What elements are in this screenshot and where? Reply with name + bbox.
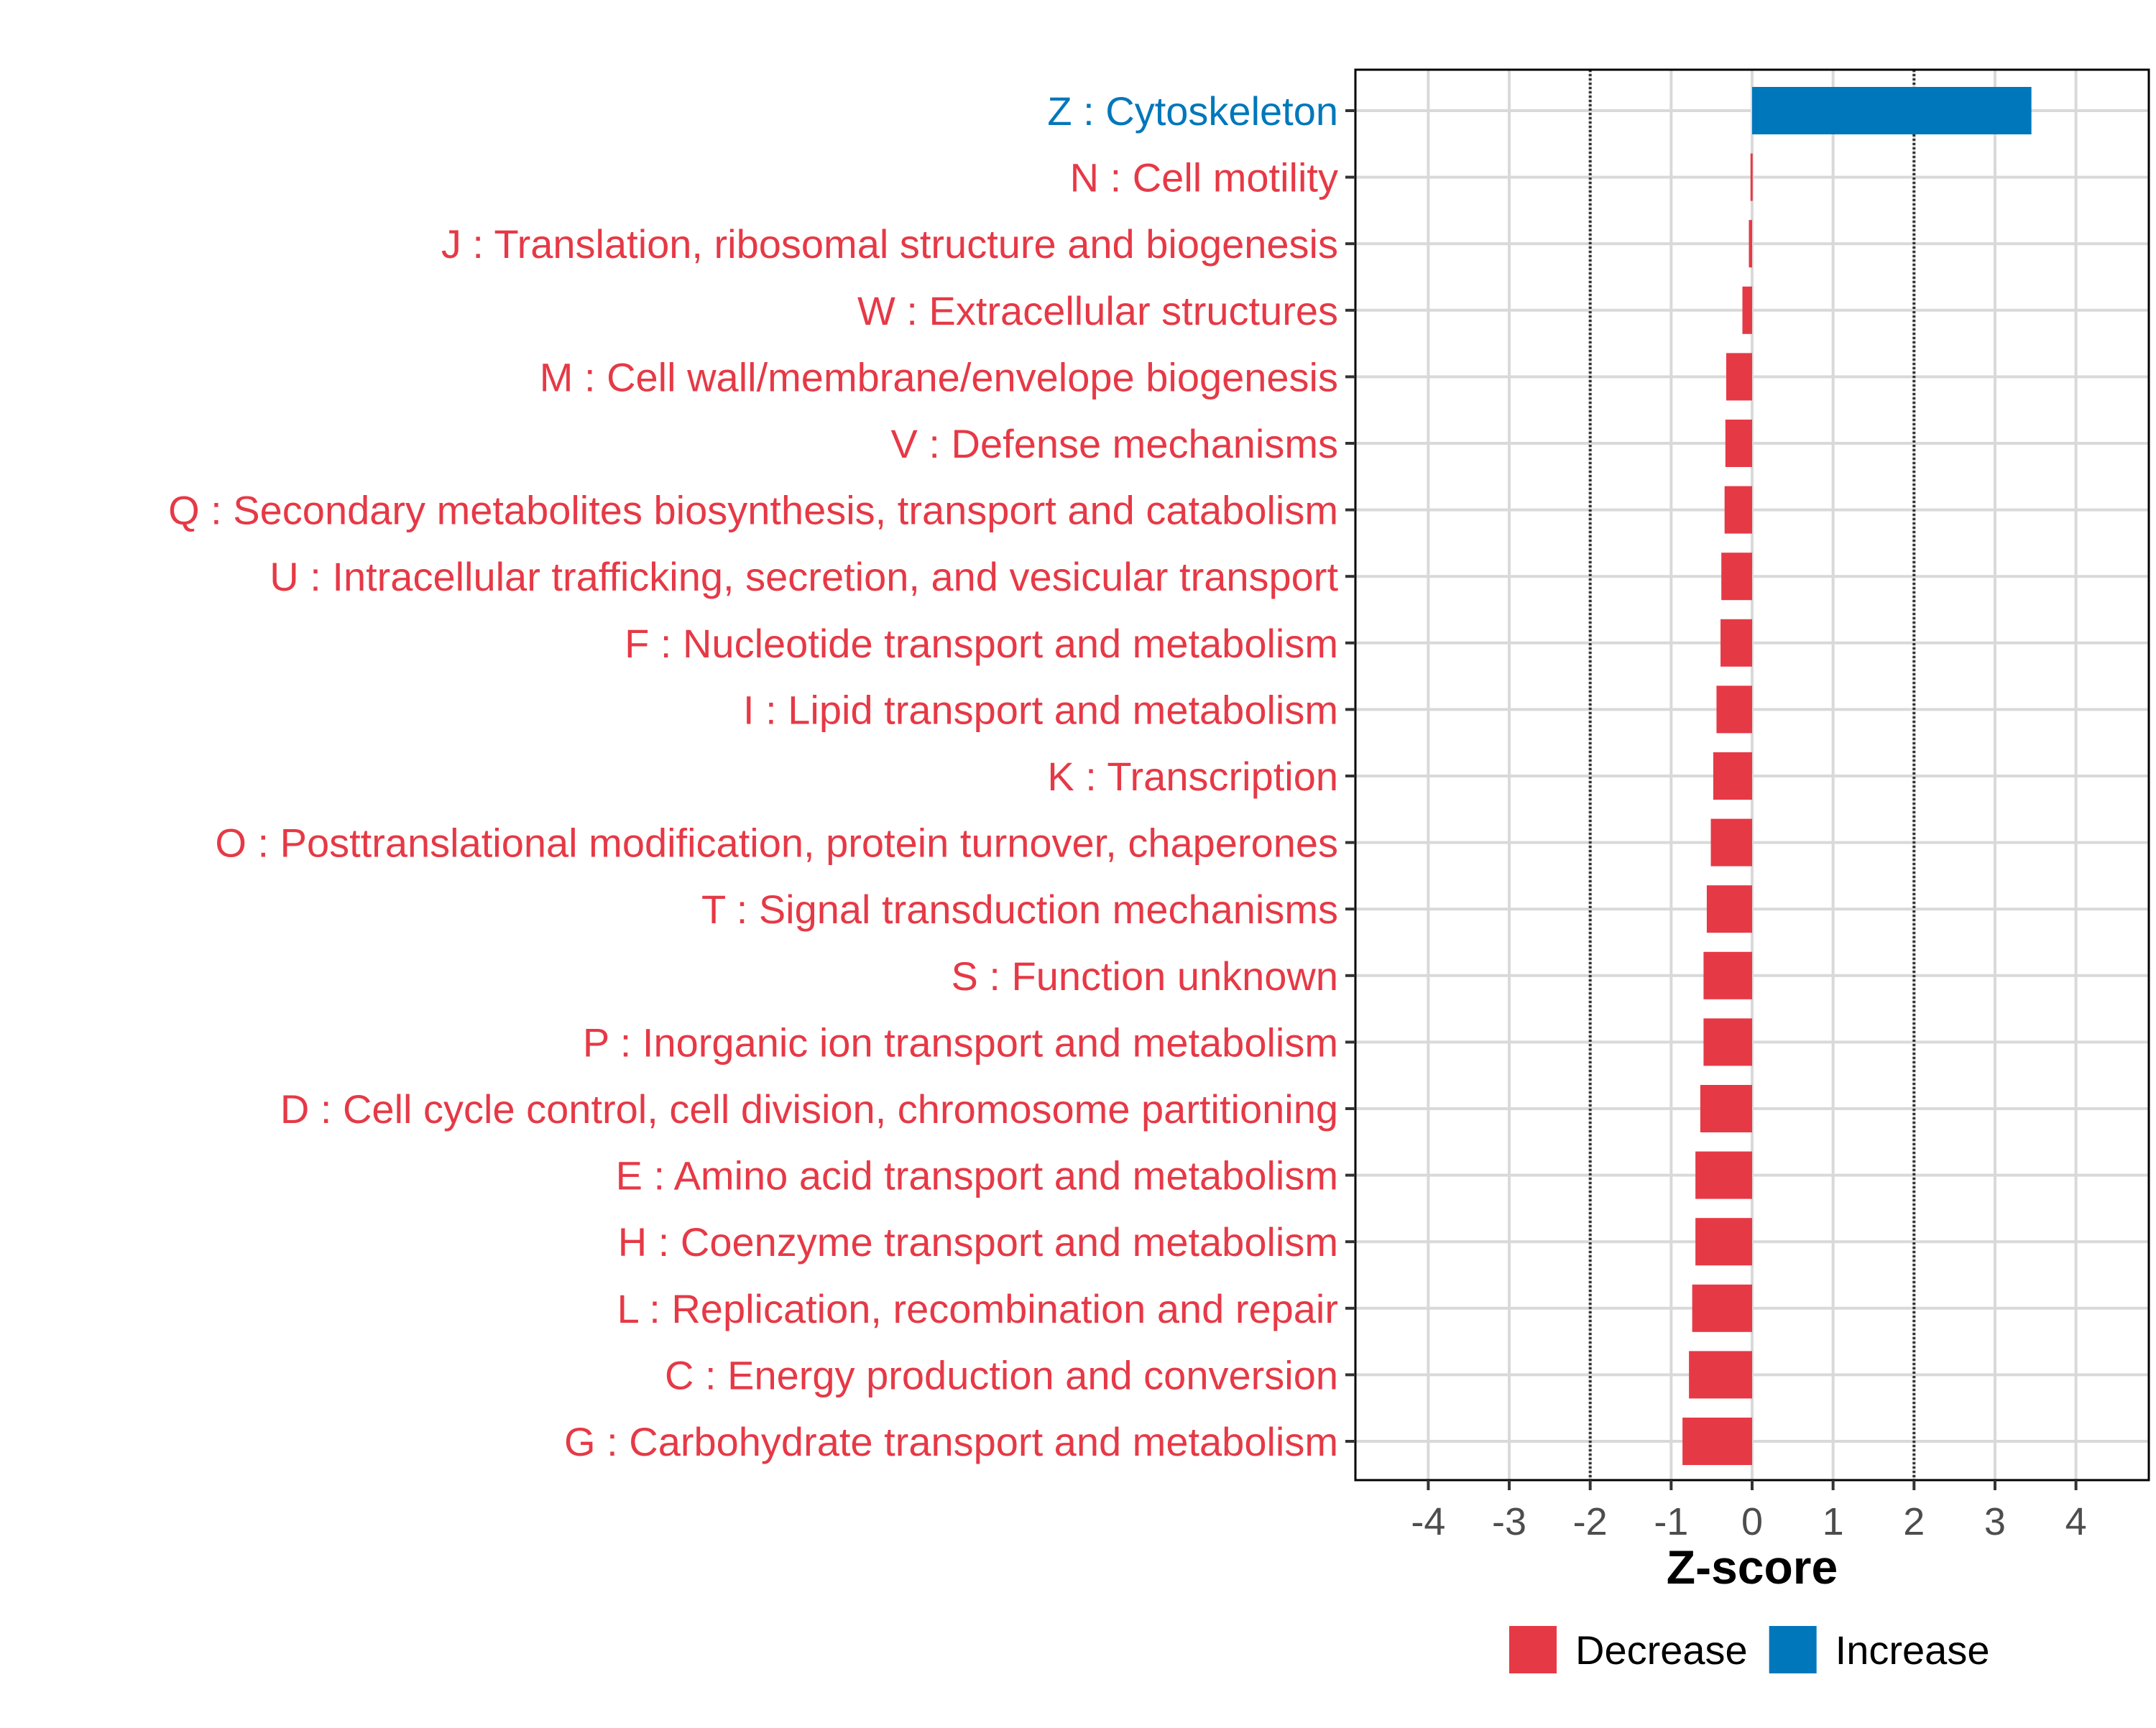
category-label: D : Cell cycle control, cell division, c… [280,1086,1338,1132]
legend-key [1509,1626,1557,1673]
bar [1742,286,1752,334]
bar [1749,220,1752,268]
category-label: Z : Cytoskeleton [1047,88,1338,134]
x-axis-title: Z-score [1667,1540,1838,1594]
category-label: P : Inorganic ion transport and metaboli… [583,1020,1338,1065]
bar [1703,951,1752,999]
bar [1752,87,2032,134]
category-label: V : Defense mechanisms [891,421,1338,466]
category-label: H : Coenzyme transport and metabolism [618,1219,1338,1265]
bar [1695,1151,1752,1199]
category-label: J : Translation, ribosomal structure and… [441,221,1338,267]
category-label: C : Energy production and conversion [665,1352,1338,1397]
category-label: F : Nucleotide transport and metabolism [625,621,1338,666]
bar [1726,353,1752,401]
x-tick-label: -4 [1411,1500,1445,1543]
legend-key [1769,1626,1817,1673]
category-label: N : Cell motility [1070,155,1338,200]
x-tick-label: 2 [1903,1500,1925,1543]
bar [1750,153,1753,201]
x-tick-label: -3 [1492,1500,1526,1543]
bar [1724,486,1752,534]
category-label: M : Cell wall/membrane/envelope biogenes… [540,354,1338,399]
bar [1721,553,1752,601]
x-tick-label: 3 [1984,1500,2006,1543]
category-label: L : Replication, recombination and repai… [617,1286,1338,1331]
category-label: E : Amino acid transport and metabolism [616,1153,1338,1198]
category-label: O : Posttranslational modification, prot… [215,821,1338,866]
x-tick-label: 4 [2065,1500,2087,1543]
bar [1720,619,1752,667]
bar [1706,885,1752,933]
x-tick-label: -2 [1573,1500,1608,1543]
bar [1703,1018,1752,1066]
category-label: G : Carbohydrate transport and metabolis… [564,1419,1338,1464]
bar [1689,1351,1752,1399]
bar [1713,752,1752,800]
legend-label: Increase [1835,1627,1990,1673]
category-label: I : Lipid transport and metabolism [743,687,1338,732]
category-label: U : Intracellular trafficking, secretion… [270,554,1338,599]
category-label: T : Signal transduction mechanisms [701,887,1338,932]
x-tick-label: 0 [1741,1500,1763,1543]
category-label: W : Extracellular structures [857,288,1338,333]
category-label: Q : Secondary metabolites biosynthesis, … [168,488,1338,533]
bar [1716,685,1752,734]
bar [1700,1085,1752,1132]
legend-label: Decrease [1575,1627,1748,1673]
bar [1682,1418,1752,1465]
bar [1695,1218,1752,1266]
x-tick-label: 1 [1823,1500,1844,1543]
bar [1725,420,1752,467]
bar [1692,1284,1752,1332]
x-tick-label: -1 [1654,1500,1688,1543]
category-label: S : Function unknown [951,953,1338,999]
bar [1710,818,1752,867]
category-label: K : Transcription [1047,754,1338,799]
